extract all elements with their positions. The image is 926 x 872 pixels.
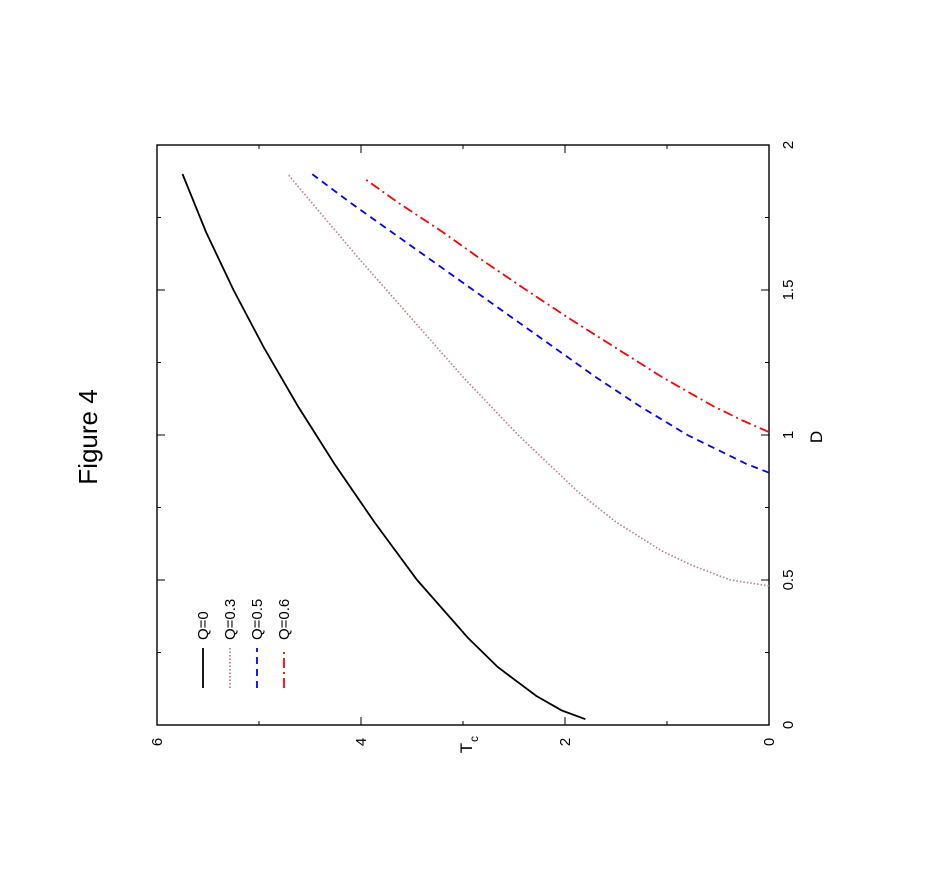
y-tick-label: 2 — [557, 738, 574, 746]
y-tick-label: 6 — [149, 738, 166, 746]
legend-label: Q=0 — [195, 611, 212, 640]
series-line-q-0-6 — [365, 179, 770, 433]
x-tick-label: 2 — [780, 141, 797, 149]
data-series — [181, 173, 770, 721]
x-tick-label: 1 — [780, 431, 797, 439]
axis-ticks: 0 0.5 1 1.5 2 0 2 4 6 — [149, 141, 797, 746]
x-tick-label: 0 — [780, 721, 797, 729]
figure-title: Figure 4 — [73, 389, 103, 484]
legend-label: Q=0.3 — [222, 599, 239, 640]
x-axis-label: D — [807, 431, 826, 443]
x-tick-label: 1.5 — [780, 280, 797, 301]
series-line-q-0 — [181, 173, 586, 721]
legend-label: Q=0.5 — [249, 599, 266, 640]
y-axis-label: T c — [457, 736, 481, 753]
series-line-q-0-5 — [311, 173, 770, 474]
y-tick-label: 0 — [761, 738, 778, 746]
x-tick-label: 0.5 — [780, 570, 797, 591]
y-axis-label-main: T — [457, 743, 476, 753]
series-line-q-0-3 — [286, 173, 770, 587]
y-axis-label-subscript: c — [467, 736, 481, 742]
legend: Q=0 Q=0.3 Q=0.5 Q=0.6 — [195, 599, 293, 688]
y-tick-label: 4 — [353, 738, 370, 746]
legend-label: Q=0.6 — [276, 599, 293, 640]
